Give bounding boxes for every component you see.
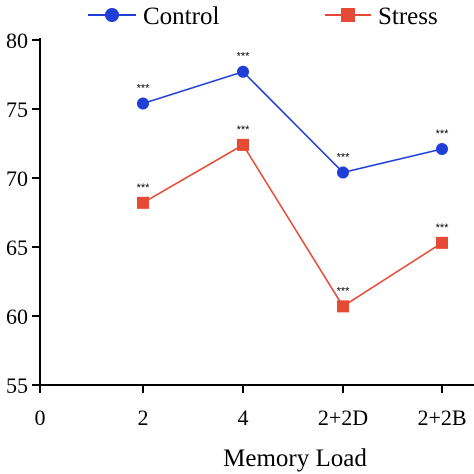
control-significance-label: *** bbox=[137, 82, 151, 94]
y-tick-label: 60 bbox=[6, 304, 28, 329]
control-significance-label: *** bbox=[436, 128, 450, 140]
stress-series-line bbox=[142, 143, 443, 308]
x-tick-label: 4 bbox=[238, 405, 249, 430]
y-tick-label: 75 bbox=[6, 97, 28, 122]
x-axis-title: Memory Load bbox=[223, 445, 367, 472]
x-tick-label: 2 bbox=[138, 405, 149, 430]
x-tick-label: 2+2B bbox=[417, 405, 466, 430]
stress-significance-label: *** bbox=[337, 285, 351, 297]
control-point bbox=[436, 143, 448, 156]
x-tick-label: 0 bbox=[35, 405, 46, 430]
control-legend-marker bbox=[105, 8, 119, 22]
control-significance-label: *** bbox=[237, 51, 251, 63]
stress-point bbox=[337, 300, 349, 313]
control-point bbox=[137, 97, 149, 110]
legend: Control Stress bbox=[88, 3, 438, 30]
y-tick-label: 55 bbox=[6, 373, 28, 398]
control-point bbox=[237, 65, 249, 78]
stress-point bbox=[436, 236, 448, 249]
axes bbox=[39, 38, 474, 386]
y-tick-label: 70 bbox=[6, 166, 28, 191]
stress-significance-label: *** bbox=[137, 182, 151, 194]
control-significance-label: *** bbox=[337, 151, 351, 163]
y-tick-label: 65 bbox=[6, 235, 28, 260]
x-ticks: 0 2 4 2+2D 2+2B bbox=[35, 385, 467, 430]
stress-point bbox=[237, 138, 249, 151]
series-layer: *** *** *** *** *** *** *** *** bbox=[137, 51, 450, 313]
control-legend-label: Control bbox=[143, 3, 219, 30]
y-ticks: 55 60 65 70 75 80 bbox=[6, 28, 40, 398]
stress-legend-label: Stress bbox=[378, 3, 438, 30]
stress-point bbox=[137, 196, 149, 209]
stress-significance-label: *** bbox=[436, 222, 450, 234]
control-series-line bbox=[142, 70, 443, 174]
stress-legend-marker bbox=[341, 8, 355, 22]
control-point bbox=[337, 166, 349, 179]
stress-significance-label: *** bbox=[237, 124, 251, 136]
y-tick-label: 80 bbox=[6, 28, 28, 53]
x-tick-label: 2+2D bbox=[318, 405, 368, 430]
